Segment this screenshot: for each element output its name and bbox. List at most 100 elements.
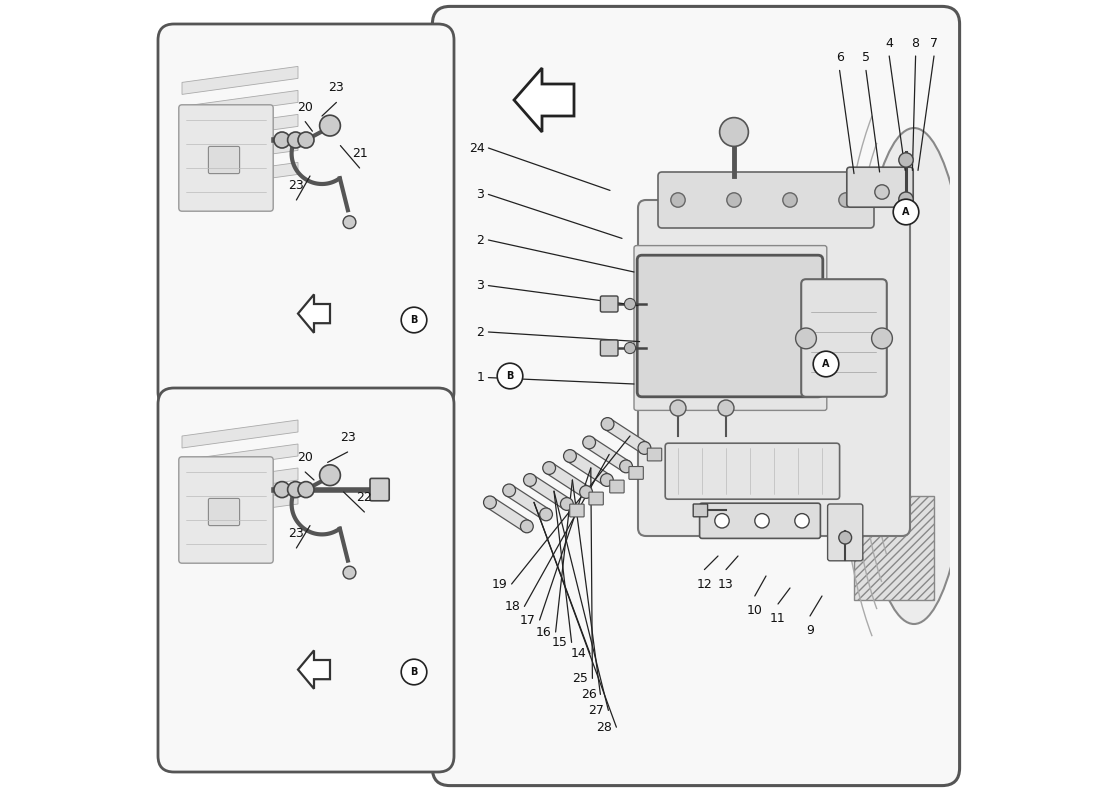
- Text: eurospares: eurospares: [628, 350, 769, 370]
- Circle shape: [601, 474, 614, 486]
- FancyBboxPatch shape: [638, 200, 910, 536]
- Circle shape: [638, 442, 651, 454]
- FancyBboxPatch shape: [601, 296, 618, 312]
- Circle shape: [795, 514, 810, 528]
- Polygon shape: [182, 492, 298, 520]
- Text: 9: 9: [806, 624, 814, 637]
- Text: 13: 13: [718, 578, 734, 590]
- Text: A: A: [902, 207, 910, 217]
- Text: 8: 8: [912, 38, 920, 50]
- Text: 1: 1: [476, 371, 484, 384]
- Text: 14: 14: [570, 647, 586, 660]
- Text: B: B: [410, 667, 418, 677]
- Circle shape: [625, 342, 636, 354]
- Text: 7: 7: [930, 38, 938, 50]
- FancyBboxPatch shape: [588, 492, 603, 505]
- Text: 6: 6: [836, 51, 844, 64]
- FancyBboxPatch shape: [634, 246, 827, 410]
- Polygon shape: [182, 468, 298, 496]
- Circle shape: [839, 531, 851, 544]
- FancyBboxPatch shape: [179, 457, 273, 563]
- Circle shape: [899, 153, 913, 167]
- Circle shape: [561, 498, 573, 510]
- Circle shape: [298, 482, 314, 498]
- Text: 24: 24: [469, 142, 484, 154]
- Text: B: B: [506, 371, 514, 381]
- Circle shape: [813, 351, 839, 377]
- Circle shape: [727, 193, 741, 207]
- Polygon shape: [182, 420, 298, 448]
- Circle shape: [343, 566, 356, 579]
- FancyBboxPatch shape: [658, 172, 874, 228]
- Circle shape: [542, 462, 556, 474]
- FancyBboxPatch shape: [609, 480, 624, 493]
- Text: 12: 12: [696, 578, 713, 590]
- Text: 10: 10: [747, 604, 762, 617]
- Polygon shape: [182, 66, 298, 94]
- Circle shape: [625, 298, 636, 310]
- Text: 4: 4: [886, 38, 893, 50]
- Polygon shape: [182, 162, 298, 190]
- Circle shape: [320, 465, 340, 486]
- Text: 22: 22: [356, 491, 372, 504]
- Text: 21: 21: [352, 147, 367, 160]
- Circle shape: [755, 514, 769, 528]
- Circle shape: [287, 482, 304, 498]
- Circle shape: [540, 508, 552, 521]
- Circle shape: [524, 474, 537, 486]
- Text: A: A: [823, 359, 829, 369]
- FancyBboxPatch shape: [847, 167, 913, 207]
- FancyBboxPatch shape: [570, 504, 584, 517]
- Text: 19: 19: [492, 578, 507, 590]
- FancyBboxPatch shape: [827, 504, 862, 561]
- Circle shape: [671, 193, 685, 207]
- FancyBboxPatch shape: [158, 24, 454, 408]
- Circle shape: [320, 115, 340, 136]
- Text: 20: 20: [297, 101, 313, 114]
- FancyBboxPatch shape: [208, 146, 240, 174]
- Polygon shape: [298, 650, 330, 689]
- Circle shape: [402, 307, 427, 333]
- Circle shape: [619, 460, 632, 473]
- Polygon shape: [604, 419, 648, 453]
- Circle shape: [670, 400, 686, 416]
- Circle shape: [402, 659, 427, 685]
- Circle shape: [580, 486, 593, 498]
- Text: 2: 2: [476, 326, 484, 338]
- FancyBboxPatch shape: [179, 105, 273, 211]
- Circle shape: [503, 484, 516, 497]
- FancyBboxPatch shape: [801, 279, 887, 397]
- Circle shape: [484, 496, 496, 509]
- Text: 11: 11: [770, 612, 785, 625]
- Text: 23: 23: [340, 431, 355, 444]
- Circle shape: [583, 436, 595, 449]
- FancyBboxPatch shape: [601, 340, 618, 356]
- FancyBboxPatch shape: [666, 443, 839, 499]
- Circle shape: [563, 450, 576, 462]
- Polygon shape: [586, 438, 629, 471]
- Circle shape: [497, 363, 522, 389]
- Circle shape: [343, 216, 356, 229]
- Text: 27: 27: [588, 704, 604, 717]
- Polygon shape: [182, 444, 298, 472]
- Circle shape: [874, 185, 889, 199]
- Polygon shape: [506, 486, 549, 519]
- Circle shape: [795, 328, 816, 349]
- Polygon shape: [546, 463, 590, 497]
- Circle shape: [893, 199, 918, 225]
- Polygon shape: [182, 90, 298, 118]
- Circle shape: [718, 400, 734, 416]
- Circle shape: [783, 193, 798, 207]
- Text: 2: 2: [476, 234, 484, 246]
- Text: 18: 18: [505, 600, 520, 613]
- FancyBboxPatch shape: [637, 255, 823, 397]
- Circle shape: [871, 328, 892, 349]
- FancyBboxPatch shape: [370, 478, 389, 501]
- Polygon shape: [486, 498, 530, 531]
- Circle shape: [520, 520, 534, 533]
- Text: 16: 16: [536, 626, 551, 638]
- Circle shape: [719, 118, 748, 146]
- Polygon shape: [527, 475, 570, 509]
- FancyBboxPatch shape: [432, 6, 959, 786]
- Text: 28: 28: [596, 721, 613, 734]
